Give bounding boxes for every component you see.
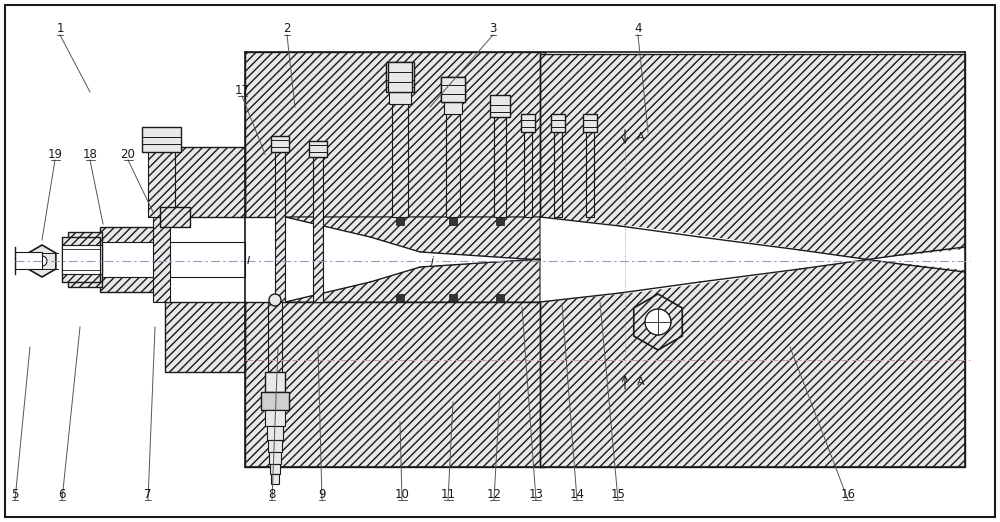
Text: 4: 4 (634, 22, 642, 35)
Text: 10: 10 (395, 488, 409, 501)
Text: 5: 5 (11, 488, 19, 501)
Text: A: A (637, 377, 645, 387)
Text: 1: 1 (56, 22, 64, 35)
Text: 15: 15 (611, 488, 625, 501)
Text: I: I (246, 256, 250, 266)
Text: 11: 11 (440, 488, 456, 501)
Polygon shape (100, 242, 245, 277)
Polygon shape (586, 132, 594, 217)
Polygon shape (444, 102, 462, 114)
Text: 18: 18 (83, 148, 97, 160)
Polygon shape (521, 114, 535, 132)
Polygon shape (551, 114, 565, 132)
Polygon shape (245, 302, 545, 467)
Polygon shape (583, 114, 597, 132)
Polygon shape (285, 217, 540, 260)
Polygon shape (490, 95, 510, 117)
Polygon shape (285, 217, 540, 302)
Text: 8: 8 (268, 488, 276, 501)
Polygon shape (309, 141, 327, 157)
Text: 12: 12 (486, 488, 502, 501)
Text: 14: 14 (570, 488, 584, 501)
Text: 6: 6 (58, 488, 66, 501)
Polygon shape (496, 217, 504, 225)
Polygon shape (160, 207, 190, 227)
Text: 9: 9 (318, 488, 326, 501)
Polygon shape (100, 242, 165, 277)
Circle shape (645, 309, 671, 335)
Text: 7: 7 (144, 488, 152, 501)
Polygon shape (388, 62, 412, 92)
Polygon shape (268, 302, 282, 372)
Text: 20: 20 (121, 148, 135, 160)
Polygon shape (5, 5, 995, 517)
Polygon shape (268, 440, 282, 452)
Text: 16: 16 (840, 488, 856, 501)
Text: 2: 2 (283, 22, 291, 35)
Polygon shape (275, 152, 285, 302)
Polygon shape (449, 294, 457, 302)
Polygon shape (396, 294, 404, 302)
Polygon shape (142, 127, 181, 152)
Polygon shape (392, 92, 408, 217)
Polygon shape (285, 259, 540, 302)
Text: 13: 13 (529, 488, 543, 501)
Circle shape (37, 256, 47, 266)
Polygon shape (148, 147, 175, 217)
Polygon shape (524, 132, 532, 217)
Polygon shape (540, 54, 965, 467)
Text: 17: 17 (234, 84, 250, 97)
Polygon shape (165, 302, 245, 372)
Polygon shape (68, 245, 102, 274)
Polygon shape (389, 92, 411, 104)
Polygon shape (449, 217, 457, 225)
Polygon shape (28, 245, 56, 277)
Polygon shape (441, 77, 465, 102)
Polygon shape (285, 217, 540, 302)
Text: j: j (430, 256, 434, 266)
Polygon shape (270, 464, 280, 474)
Polygon shape (496, 294, 504, 302)
Polygon shape (261, 392, 289, 410)
Text: A: A (637, 132, 645, 142)
Text: 19: 19 (48, 148, 62, 160)
Polygon shape (313, 157, 323, 302)
Polygon shape (441, 77, 465, 102)
Polygon shape (634, 294, 682, 350)
Polygon shape (245, 52, 545, 217)
Polygon shape (396, 217, 404, 225)
Polygon shape (386, 62, 414, 92)
Polygon shape (269, 452, 281, 464)
Polygon shape (68, 232, 102, 287)
Polygon shape (271, 474, 279, 484)
Polygon shape (265, 410, 285, 426)
Polygon shape (165, 147, 245, 217)
Polygon shape (15, 252, 42, 269)
Polygon shape (62, 237, 100, 282)
Polygon shape (554, 132, 562, 217)
Polygon shape (446, 102, 460, 217)
Polygon shape (153, 217, 170, 302)
Polygon shape (494, 117, 506, 217)
Text: 3: 3 (489, 22, 497, 35)
Polygon shape (62, 245, 100, 274)
Polygon shape (265, 372, 285, 392)
Polygon shape (271, 136, 289, 152)
Polygon shape (540, 217, 965, 302)
Polygon shape (267, 426, 283, 440)
Circle shape (269, 294, 281, 306)
Polygon shape (100, 227, 165, 292)
